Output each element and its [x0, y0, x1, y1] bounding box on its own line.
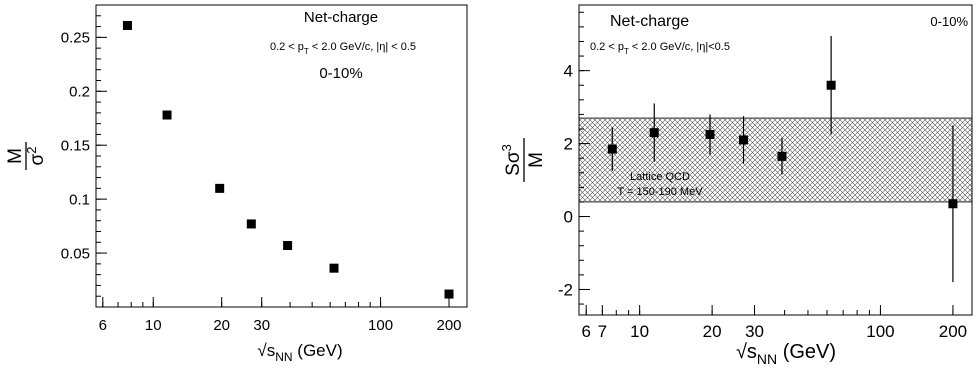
lattice-qcd-temperature-label: T = 150-190 MeV [617, 186, 703, 198]
right-annotation-title: Net-charge [610, 13, 689, 30]
x-tick-label: 7 [598, 322, 607, 341]
data-point [739, 135, 749, 145]
x-tick-label: 30 [253, 317, 270, 334]
y-tick-label: 4 [564, 62, 573, 81]
right-annotation-centrality: 0-10% [930, 14, 968, 29]
left-x-axis-label: √sNN (GeV) [257, 341, 342, 364]
data-point [162, 110, 172, 120]
lattice-qcd-band [578, 117, 973, 203]
x-tick-label: 20 [213, 317, 230, 334]
x-tick-label: 6 [99, 317, 107, 334]
left-annotation-title: Net-charge [304, 9, 378, 26]
y-tick-label: 0.15 [61, 137, 90, 154]
data-point [246, 219, 256, 229]
y-tick-label: 0.05 [61, 245, 90, 262]
y-tick-label: 0.2 [69, 84, 90, 101]
y-tick-label: 0.25 [61, 30, 90, 47]
left-y-label-numerator: M [5, 148, 26, 164]
x-tick-label: 10 [145, 317, 162, 334]
x-tick-label: 10 [630, 322, 649, 341]
left-panel: 6 10 20 30 100 200 0.05 0.1 0.15 0.2 0.25 Net-char… [5, 4, 468, 364]
x-tick-label: 20 [703, 322, 722, 341]
x-tick-label: 100 [368, 317, 393, 334]
right-annotation-cuts: 0.2 < pT < 2.0 GeV/c, |η|<0.5 [590, 41, 730, 56]
lattice-qcd-label: Lattice QCD [630, 171, 690, 183]
y-tick-label: 2 [564, 135, 573, 154]
left-annotation-cuts: 0.2 < pT < 2.0 GeV/c, |η| < 0.5 [270, 41, 416, 56]
right-y-axis-label: Sσ3 M [499, 138, 547, 182]
right-x-axis-label: √sNN (GeV) [736, 341, 836, 367]
data-point [329, 263, 339, 273]
x-tick-label: 200 [939, 322, 967, 341]
y-tick-label: -2 [558, 280, 573, 299]
data-point [122, 20, 132, 30]
left-annotation-centrality: 0-10% [319, 65, 362, 82]
x-tick-label: 100 [866, 322, 894, 341]
data-point [215, 183, 225, 193]
right-axis-ticks: 6 7 10 20 30 100 200 -2 0 2 4 [558, 11, 967, 341]
right-y-label-numerator: Sσ3 [499, 144, 524, 176]
x-tick-label: 30 [745, 322, 764, 341]
left-y-axis-label: M σ2 [5, 142, 48, 170]
right-data-points [607, 36, 958, 283]
data-point [948, 199, 958, 209]
right-y-label-denominator: M [526, 152, 547, 168]
x-tick-label: 6 [581, 322, 590, 341]
data-point [607, 144, 617, 154]
left-data-points [122, 20, 454, 299]
left-axis-ticks: 6 10 20 30 100 200 0.05 0.1 0.15 0.2 0.25 [61, 4, 462, 334]
data-point [649, 128, 659, 138]
y-tick-label: 0 [564, 207, 573, 226]
y-tick-label: 0.1 [69, 191, 90, 208]
data-point [705, 129, 715, 139]
data-point [777, 151, 787, 161]
x-tick-label: 200 [436, 317, 461, 334]
right-panel: 6 7 10 20 30 100 200 -2 0 2 4 Lattice QCD T = 150-… [499, 4, 973, 367]
right-plot-frame [578, 4, 973, 316]
data-point [826, 80, 836, 90]
left-y-label-denominator: σ2 [24, 147, 48, 166]
data-point [444, 289, 454, 299]
data-point [283, 241, 293, 251]
